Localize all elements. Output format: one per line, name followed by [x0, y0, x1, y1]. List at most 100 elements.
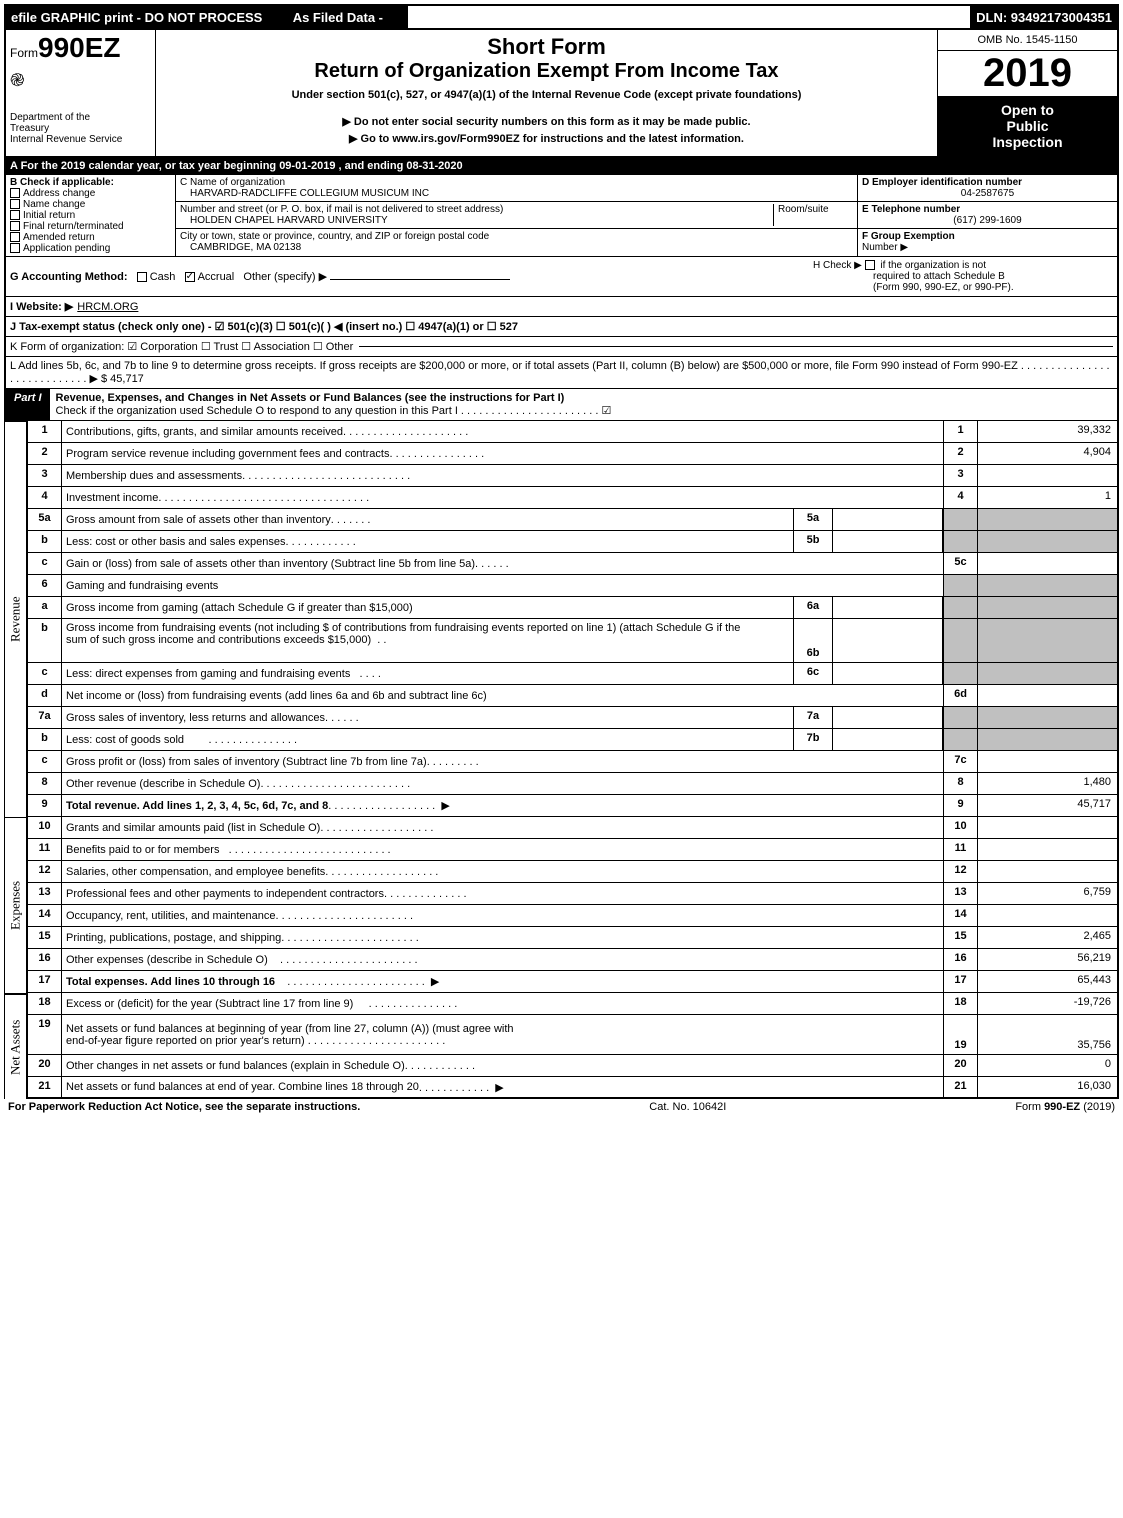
ln6b-r [943, 619, 977, 662]
ln11-r: 11 [943, 839, 977, 860]
chk-cash[interactable] [137, 272, 147, 282]
info-grid: B Check if applicable: Address change Na… [4, 175, 1119, 257]
ln2-r: 2 [943, 443, 977, 464]
row-g-h: G Accounting Method: Cash Accrual Other … [4, 257, 1119, 297]
i-label: I Website: ▶ [10, 300, 73, 313]
ln14-n: 14 [28, 905, 62, 926]
ln8-r: 8 [943, 773, 977, 794]
other-specify: Other (specify) ▶ [243, 271, 327, 283]
ln6b-a [977, 619, 1117, 662]
ln1-r: 1 [943, 421, 977, 442]
ln11-d: Benefits paid to or for members [66, 844, 219, 856]
ln7a-r [943, 707, 977, 728]
irs-logo-icon: ֎ [10, 68, 151, 92]
ln7a-d: Gross sales of inventory, less returns a… [66, 712, 325, 724]
ln6b-sv [833, 619, 943, 662]
ln6c-a [977, 663, 1117, 684]
ln5a-a [977, 509, 1117, 530]
ln16-a: 56,219 [977, 949, 1117, 970]
cash: Cash [150, 271, 176, 283]
ln8-n: 8 [28, 773, 62, 794]
row-j: J Tax-exempt status (check only one) - ☑… [4, 317, 1119, 337]
ln12-r: 12 [943, 861, 977, 882]
ln5a-n: 5a [28, 509, 62, 530]
chk-initial[interactable] [10, 210, 20, 220]
footer-left: For Paperwork Reduction Act Notice, see … [8, 1101, 360, 1113]
ln15-d: Printing, publications, postage, and shi… [66, 932, 281, 944]
phone: (617) 299-1609 [862, 215, 1113, 226]
ln6d-r: 6d [943, 685, 977, 706]
l-amt: ▶ $ 45,717 [89, 373, 143, 385]
ln6-a [977, 575, 1117, 596]
ln6a-d: Gross income from gaming (attach Schedul… [66, 602, 413, 614]
chk-final[interactable] [10, 221, 20, 231]
side-revenue: Revenue [4, 421, 28, 817]
c-label: C Name of organization [180, 177, 853, 188]
ln10-d: Grants and similar amounts paid (list in… [66, 822, 320, 834]
ln16-n: 16 [28, 949, 62, 970]
ln3-r: 3 [943, 465, 977, 486]
chk-pending[interactable] [10, 243, 20, 253]
chk-name-change[interactable] [10, 199, 20, 209]
goto-line: ▶ Go to www.irs.gov/Form990EZ for instru… [160, 132, 933, 145]
under-section: Under section 501(c), 527, or 4947(a)(1)… [160, 89, 933, 101]
inspection: Inspection [942, 134, 1113, 150]
ln12-a [977, 861, 1117, 882]
part1-header: Part I Revenue, Expenses, and Changes in… [4, 389, 1119, 421]
ein: 04-2587675 [862, 188, 1113, 199]
website: HRCM.ORG [77, 301, 138, 313]
ln5b-r [943, 531, 977, 552]
ln20-n: 20 [28, 1055, 62, 1076]
ln12-d: Salaries, other compensation, and employ… [66, 866, 325, 878]
ln10-n: 10 [28, 817, 62, 838]
ln5a-d: Gross amount from sale of assets other t… [66, 514, 331, 526]
ln7b-n: b [28, 729, 62, 750]
ln15-a: 2,465 [977, 927, 1117, 948]
form-prefix: Form [10, 46, 38, 60]
ln19-d: Net assets or fund balances at beginning… [66, 1023, 514, 1035]
row-a: A For the 2019 calendar year, or tax yea… [4, 158, 1119, 175]
dln-label: DLN: 93492173004351 [971, 6, 1117, 28]
ln19-d2: end-of-year figure reported on prior yea… [66, 1035, 305, 1047]
chk-addr-change[interactable] [10, 188, 20, 198]
ln1-a: 39,332 [977, 421, 1117, 442]
dept-line3: Internal Revenue Service [10, 134, 151, 145]
ln16-d: Other expenses (describe in Schedule O) [66, 954, 268, 966]
chk-amended[interactable] [10, 232, 20, 242]
ln7b-sb: 7b [793, 729, 833, 750]
addr-change: Address change [23, 188, 95, 199]
h-text4: (Form 990, 990-EZ, or 990-PF). [813, 282, 1014, 293]
short-form-title: Short Form [160, 34, 933, 60]
ln17-a: 65,443 [977, 971, 1117, 992]
open-to: Open to [942, 102, 1113, 118]
row-i: I Website: ▶ HRCM.ORG [4, 297, 1119, 317]
ln6d-a [977, 685, 1117, 706]
ln6b-d2: sum of such gross income and contributio… [66, 634, 371, 646]
asfiled-label: As Filed Data - [268, 6, 408, 28]
row-l: L Add lines 5b, 6c, and 7b to line 9 to … [4, 357, 1119, 389]
chk-accrual[interactable] [185, 272, 195, 282]
ln4-d: Investment income [66, 492, 158, 504]
ln6d-d: Net income or (loss) from fundraising ev… [66, 690, 487, 702]
ln17-n: 17 [28, 971, 62, 992]
footer-mid: Cat. No. 10642I [360, 1101, 1015, 1113]
final-return: Final return/terminated [23, 221, 124, 232]
f-label2: Number ▶ [862, 242, 908, 253]
ln5a-sb: 5a [793, 509, 833, 530]
ln21-r: 21 [943, 1077, 977, 1097]
ln20-a: 0 [977, 1055, 1117, 1076]
city-label: City or town, state or province, country… [180, 231, 853, 242]
ln20-d: Other changes in net assets or fund bala… [66, 1060, 405, 1072]
k-line [359, 346, 1113, 347]
ln6d-n: d [28, 685, 62, 706]
ln7a-sv [833, 707, 943, 728]
app-pending: Application pending [23, 243, 110, 254]
ln7b-sv [833, 729, 943, 750]
ln4-n: 4 [28, 487, 62, 508]
form-header: Form 990EZ ֎ Department of the Treasury … [4, 30, 1119, 158]
chk-h[interactable] [865, 260, 875, 270]
ln6b-d: Gross income from fundraising events (no… [66, 622, 740, 634]
ln6c-n: c [28, 663, 62, 684]
ln7b-r [943, 729, 977, 750]
ln9-n: 9 [28, 795, 62, 816]
